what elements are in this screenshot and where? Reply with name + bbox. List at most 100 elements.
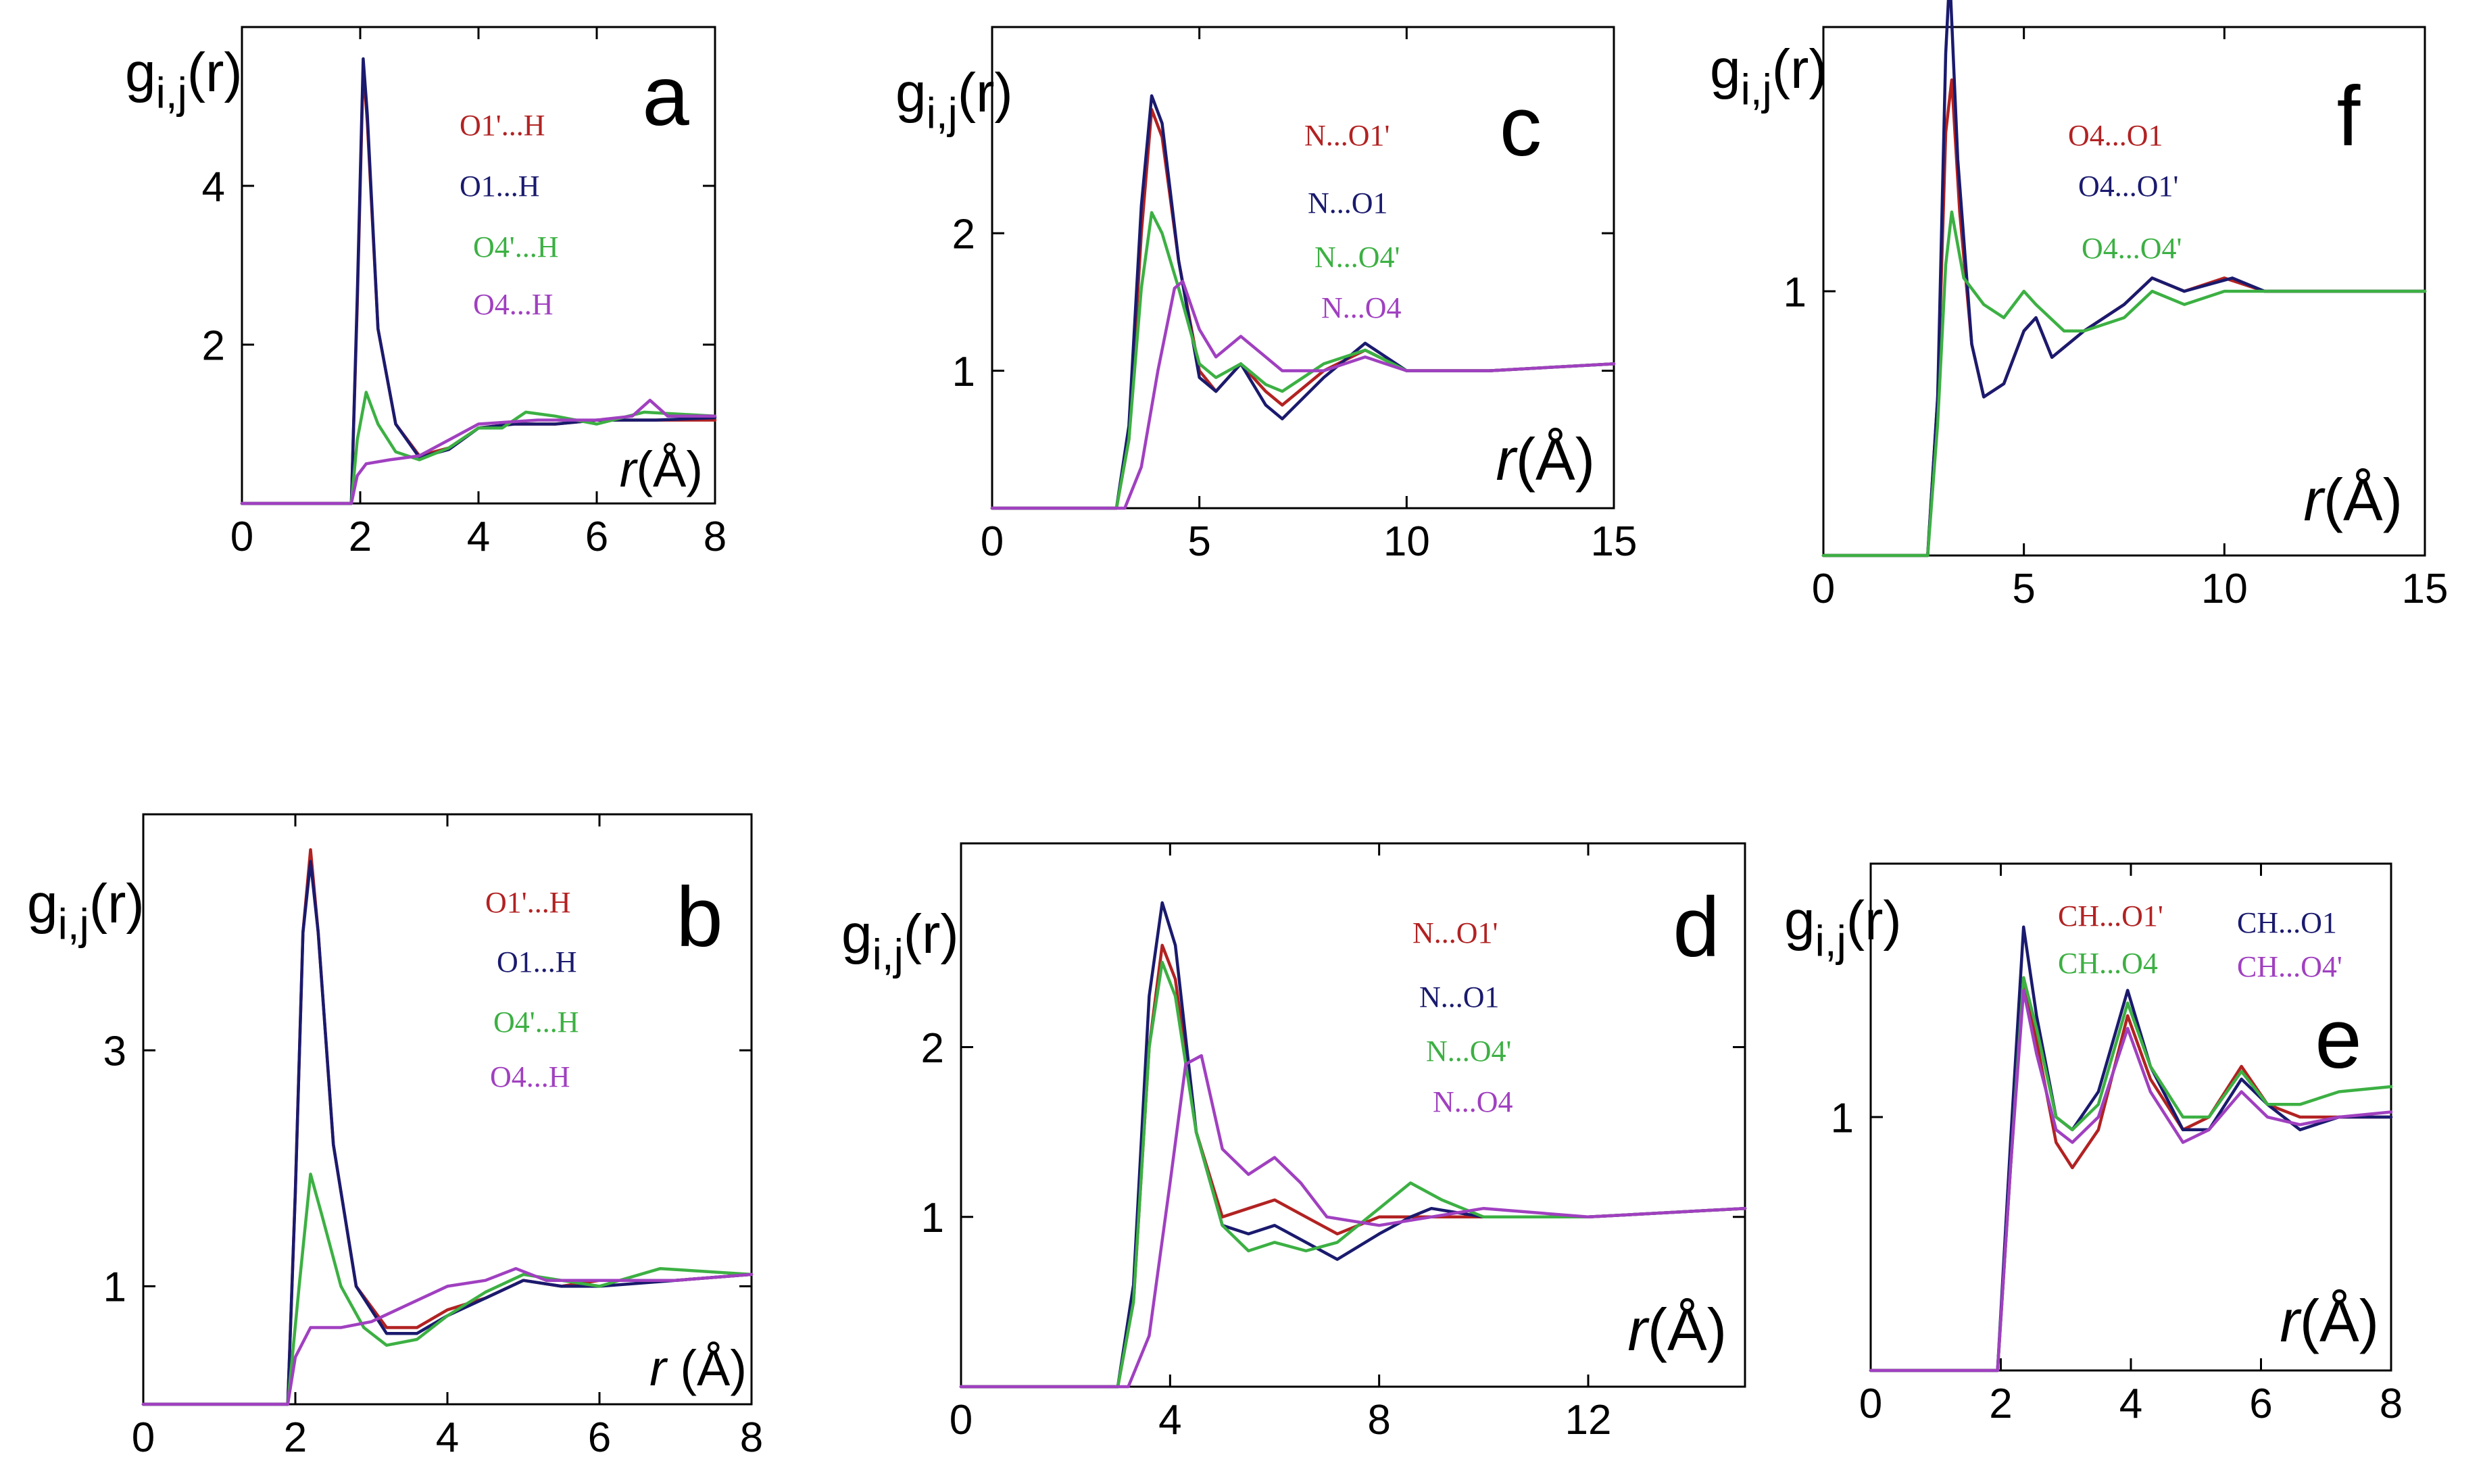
y-axis-label-sub: i,j (1741, 66, 1772, 114)
y-tick-label-a: 2 (202, 322, 225, 369)
legend-entry-c-2: N...O4' (1314, 241, 1400, 274)
x-tick-label-e: 0 (1859, 1381, 1882, 1427)
series-line-b-1 (141, 860, 754, 1406)
x-axis-label-unit: (Å) (1516, 426, 1595, 493)
x-axis-label-e: r(Å) (2280, 1287, 2379, 1354)
legend-entry-c-0: N...O1' (1304, 119, 1390, 152)
x-tick-label-b: 2 (284, 1414, 307, 1461)
y-axis-label-e: gi,j(r) (1784, 890, 1902, 966)
y-axis-label-sub: i,j (1815, 917, 1846, 966)
panel-letter-d: d (1673, 881, 1720, 974)
series-line-b-3 (141, 1266, 754, 1406)
legend-entry-b-2: O4'...H (493, 1006, 579, 1039)
legend-entry-c-3: N...O4 (1321, 291, 1402, 324)
legend-entry-e-3: CH...O4' (2237, 950, 2342, 983)
panel-a: 0 2 4 6 8 2 4 O1'...H O1...H O4'...H O4...H gi,j(r)… (125, 26, 727, 560)
y-axis-label-main: g (27, 873, 58, 935)
legend-entry-d-3: N...O4 (1433, 1085, 1513, 1118)
legend-entry-e-0: CH...O1' (2058, 899, 2163, 933)
legend-entry-a-0: O1'...H (460, 109, 545, 142)
x-tick-label-b: 4 (436, 1414, 459, 1461)
series-line-d-3 (959, 1054, 1747, 1389)
series-line-b-2 (141, 1172, 754, 1406)
y-axis-label-main: g (125, 42, 156, 103)
x-tick-label-a: 0 (230, 514, 253, 560)
x-tick-label-f: 5 (2012, 566, 2035, 612)
x-tick-label-b: 0 (132, 1414, 155, 1461)
x-axis-label-var: r (620, 441, 639, 497)
series-line-c-3 (990, 280, 1616, 510)
y-axis-label-main: g (1784, 890, 1815, 951)
x-tick-label-c: 10 (1383, 518, 1430, 565)
x-axis-label-var: r (2303, 466, 2326, 533)
y-axis-label-suffix: (r) (1772, 39, 1827, 100)
x-tick-label-b: 6 (588, 1414, 611, 1461)
panel-f: 0 5 10 15 1 O4...O1 O4...O1' O4...O4' gi,j(r) r(Å… (1710, 0, 2448, 612)
x-tick-label-e: 4 (2119, 1381, 2142, 1427)
y-tick-label-b: 1 (103, 1264, 126, 1311)
x-axis-label-c: r(Å) (1496, 426, 1595, 493)
series-line-d-2 (959, 960, 1747, 1389)
y-axis-label-suffix: (r) (1846, 890, 1902, 951)
legend-entry-b-1: O1...H (497, 945, 577, 979)
y-axis-label-main: g (895, 62, 927, 124)
panel-c: 0 5 10 15 1 2 N...O1' N...O1 N...O4' N...O4 gi,j(r… (895, 26, 1638, 565)
legend-entry-d-1: N...O1 (1419, 981, 1500, 1014)
x-tick-label-a: 4 (467, 514, 490, 560)
x-axis-label-unit: (Å) (636, 441, 703, 497)
x-axis-label-unit: (Å) (1648, 1296, 1727, 1363)
panel-letter-b: b (676, 870, 723, 964)
y-axis-label-f: gi,j(r) (1710, 39, 1827, 114)
y-axis-label-suffix: (r) (187, 42, 243, 103)
panel-letter-e: e (2315, 992, 2362, 1086)
series-line-e-3 (1869, 989, 2393, 1372)
y-axis-label-sub: i,j (156, 69, 187, 118)
x-axis-label-unit: (Å) (2324, 466, 2403, 533)
legend-entry-e-2: CH...O4 (2058, 947, 2158, 980)
x-tick-label-e: 8 (2380, 1381, 2403, 1427)
legend-entry-a-3: O4...H (473, 288, 554, 321)
x-tick-label-f: 15 (2402, 566, 2449, 612)
legend-entry-b-3: O4...H (490, 1060, 570, 1093)
x-axis-label-unit: (Å) (680, 1340, 747, 1396)
x-tick-label-c: 0 (981, 518, 1004, 565)
y-tick-label-c: 2 (952, 211, 975, 257)
y-tick-label-c: 1 (952, 349, 975, 395)
panel-b: 0 2 4 6 8 1 3 O1'...H O1...H O4'...H O4...H gi,j(r)… (27, 813, 763, 1461)
x-tick-label-f: 0 (1812, 566, 1835, 612)
legend-entry-d-0: N...O1' (1412, 916, 1498, 949)
y-axis-label-suffix: (r) (89, 873, 145, 935)
y-axis-label-suffix: (r) (958, 62, 1013, 124)
legend-entry-a-1: O1...H (460, 170, 540, 203)
y-axis-label-sub: i,j (927, 89, 958, 138)
y-axis-label-b: gi,j(r) (27, 873, 145, 949)
x-axis-label-var: r (2280, 1287, 2302, 1354)
y-axis-label-c: gi,j(r) (895, 62, 1013, 138)
panel-letter-a: a (642, 49, 689, 143)
legend-entry-f-0: O4...O1 (2068, 119, 2163, 152)
y-tick-label-d: 2 (921, 1025, 944, 1072)
y-axis-label-a: gi,j(r) (125, 42, 243, 118)
legend-entry-e-1: CH...O1 (2237, 906, 2337, 939)
x-tick-label-c: 15 (1591, 518, 1638, 565)
y-tick-label-f: 1 (1784, 269, 1806, 316)
series-line-f-1 (1821, 0, 2427, 558)
x-axis-label-f: r(Å) (2303, 466, 2403, 533)
y-tick-label-a: 4 (202, 164, 225, 210)
legend-entry-b-0: O1'...H (485, 886, 570, 919)
x-tick-label-e: 6 (2249, 1381, 2272, 1427)
plot-frame-c (991, 26, 1615, 510)
x-tick-label-d: 0 (950, 1397, 973, 1443)
legend-entry-c-1: N...O1 (1308, 187, 1388, 220)
y-tick-label-d: 1 (921, 1195, 944, 1241)
x-axis-label-d: r(Å) (1627, 1296, 1727, 1363)
legend-entry-a-2: O4'...H (473, 230, 558, 264)
x-axis-label-a: r(Å) (620, 441, 703, 497)
panel-d: 0 4 8 1212N...O1'N...O1N...O4'N...O4gi,j(r)… (841, 842, 1747, 1443)
x-tick-label-d: 8 (1367, 1397, 1390, 1443)
x-tick-label-a: 8 (704, 514, 727, 560)
series-line-e-1 (1869, 925, 2393, 1372)
y-tick-label-b: 3 (103, 1029, 126, 1075)
legend-entry-d-2: N...O4' (1426, 1035, 1511, 1068)
